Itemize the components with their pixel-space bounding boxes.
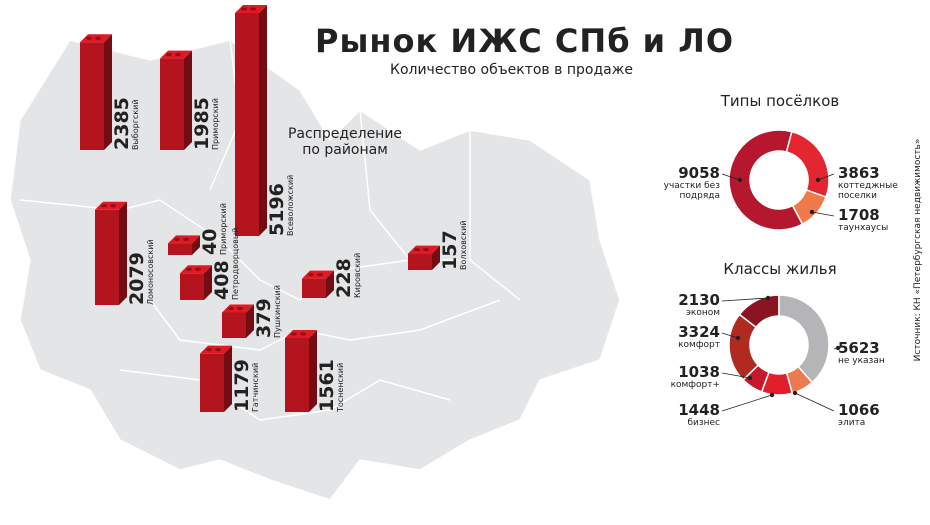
leader-dot [737, 177, 743, 183]
donut-label: 1066 элита [838, 402, 908, 428]
bar [285, 329, 317, 412]
leader-dot [769, 392, 775, 398]
value-label: 1179 [231, 359, 253, 412]
source: Источник: КН «Петербургская недвижимость… [913, 138, 923, 362]
title: Рынок ИЖС СПб и ЛО [315, 22, 735, 60]
district-label: Ломоносовский [146, 239, 155, 305]
donut-segment [785, 130, 830, 199]
value-label: 40 [199, 229, 221, 255]
value-label: 157 [439, 230, 461, 270]
leader-dot [735, 335, 741, 341]
leader-line [721, 332, 739, 339]
leader-dot [765, 295, 771, 301]
district-label: Гатчинский [251, 363, 260, 412]
bar [95, 201, 127, 305]
bar [160, 50, 192, 150]
bar [80, 34, 112, 151]
donut-label: 5623 не указан [838, 340, 908, 366]
category-label: эконом [685, 308, 720, 318]
leader-line [817, 173, 835, 181]
donut-label: 1448 бизнес [650, 402, 720, 428]
donut-segment [791, 188, 827, 226]
value-label: 3863 [838, 164, 880, 182]
category-label: элита [838, 418, 866, 428]
leader-line [721, 372, 751, 379]
value-label: 1448 [678, 401, 720, 419]
donut-title: Классы жилья [723, 260, 837, 278]
bar [302, 270, 334, 298]
district-label: Тосненский [336, 363, 345, 413]
value-label: 2079 [126, 252, 148, 305]
bar [200, 345, 232, 412]
value-label: 379 [253, 298, 275, 338]
leader-line [721, 297, 769, 302]
value-label: 5623 [838, 339, 880, 357]
category-label: не указан [838, 356, 885, 366]
bar-chart-title: Распределение по районам [287, 126, 403, 158]
district-label: Петродворцовый [231, 228, 240, 300]
leader-dot [815, 177, 821, 183]
donut-segment [778, 294, 830, 384]
value-label: 2130 [678, 291, 720, 309]
value-label: 1985 [191, 97, 213, 150]
value-label: 1066 [838, 401, 880, 419]
donut-label: 2130 эконом [650, 292, 720, 318]
leader-dot [835, 345, 841, 351]
bar [180, 265, 212, 300]
donut-label: 3324 комфорт [650, 324, 720, 350]
bar [408, 245, 440, 270]
subtitle: Количество объектов в продаже [390, 62, 633, 78]
category-label: участки без подряда [663, 181, 720, 201]
leader-dot [747, 375, 753, 381]
donut-segment [728, 129, 804, 231]
value-label: 1708 [838, 206, 880, 224]
bar [222, 304, 254, 338]
category-label: бизнес [687, 418, 720, 428]
leader-line [721, 173, 741, 181]
district-label: Пушкинский [273, 285, 282, 338]
value-label: 2385 [111, 97, 133, 150]
bar [235, 4, 267, 236]
value-label: 3324 [678, 323, 720, 341]
value-label: 228 [333, 258, 355, 298]
leader-line [811, 211, 835, 217]
donut-label: 1708 таунхаусы [838, 207, 908, 233]
donut-title: Типы посёлков [720, 92, 840, 110]
category-label: комфорт [678, 340, 720, 350]
donut-label: 1038 комфорт+ [650, 364, 720, 390]
category-label: коттеджные поселки [838, 181, 898, 201]
district-label: Выборгский [131, 99, 140, 150]
leader-dot [809, 209, 815, 215]
category-label: таунхаусы [838, 223, 889, 233]
district-label: Приморский [211, 98, 220, 150]
leader-dot [792, 390, 798, 396]
district-label: Кировский [353, 253, 362, 298]
value-label: 5196 [266, 183, 288, 236]
district-label: Приморский [219, 203, 228, 255]
category-label: комфорт+ [670, 380, 720, 390]
district-label: Волховский [459, 221, 468, 270]
district-label: Всеволожский [286, 175, 295, 236]
value-label: 1038 [678, 363, 720, 381]
value-label: 1561 [316, 359, 338, 412]
bar [168, 235, 200, 255]
value-label: 9058 [678, 164, 720, 182]
leader-line [721, 394, 773, 412]
leader-line [794, 392, 835, 412]
map [9, 39, 621, 501]
donut-label: 3863 коттеджные поселки [838, 165, 908, 201]
donut-label: 9058 участки без подряда [650, 165, 720, 201]
value-label: 408 [211, 260, 233, 300]
